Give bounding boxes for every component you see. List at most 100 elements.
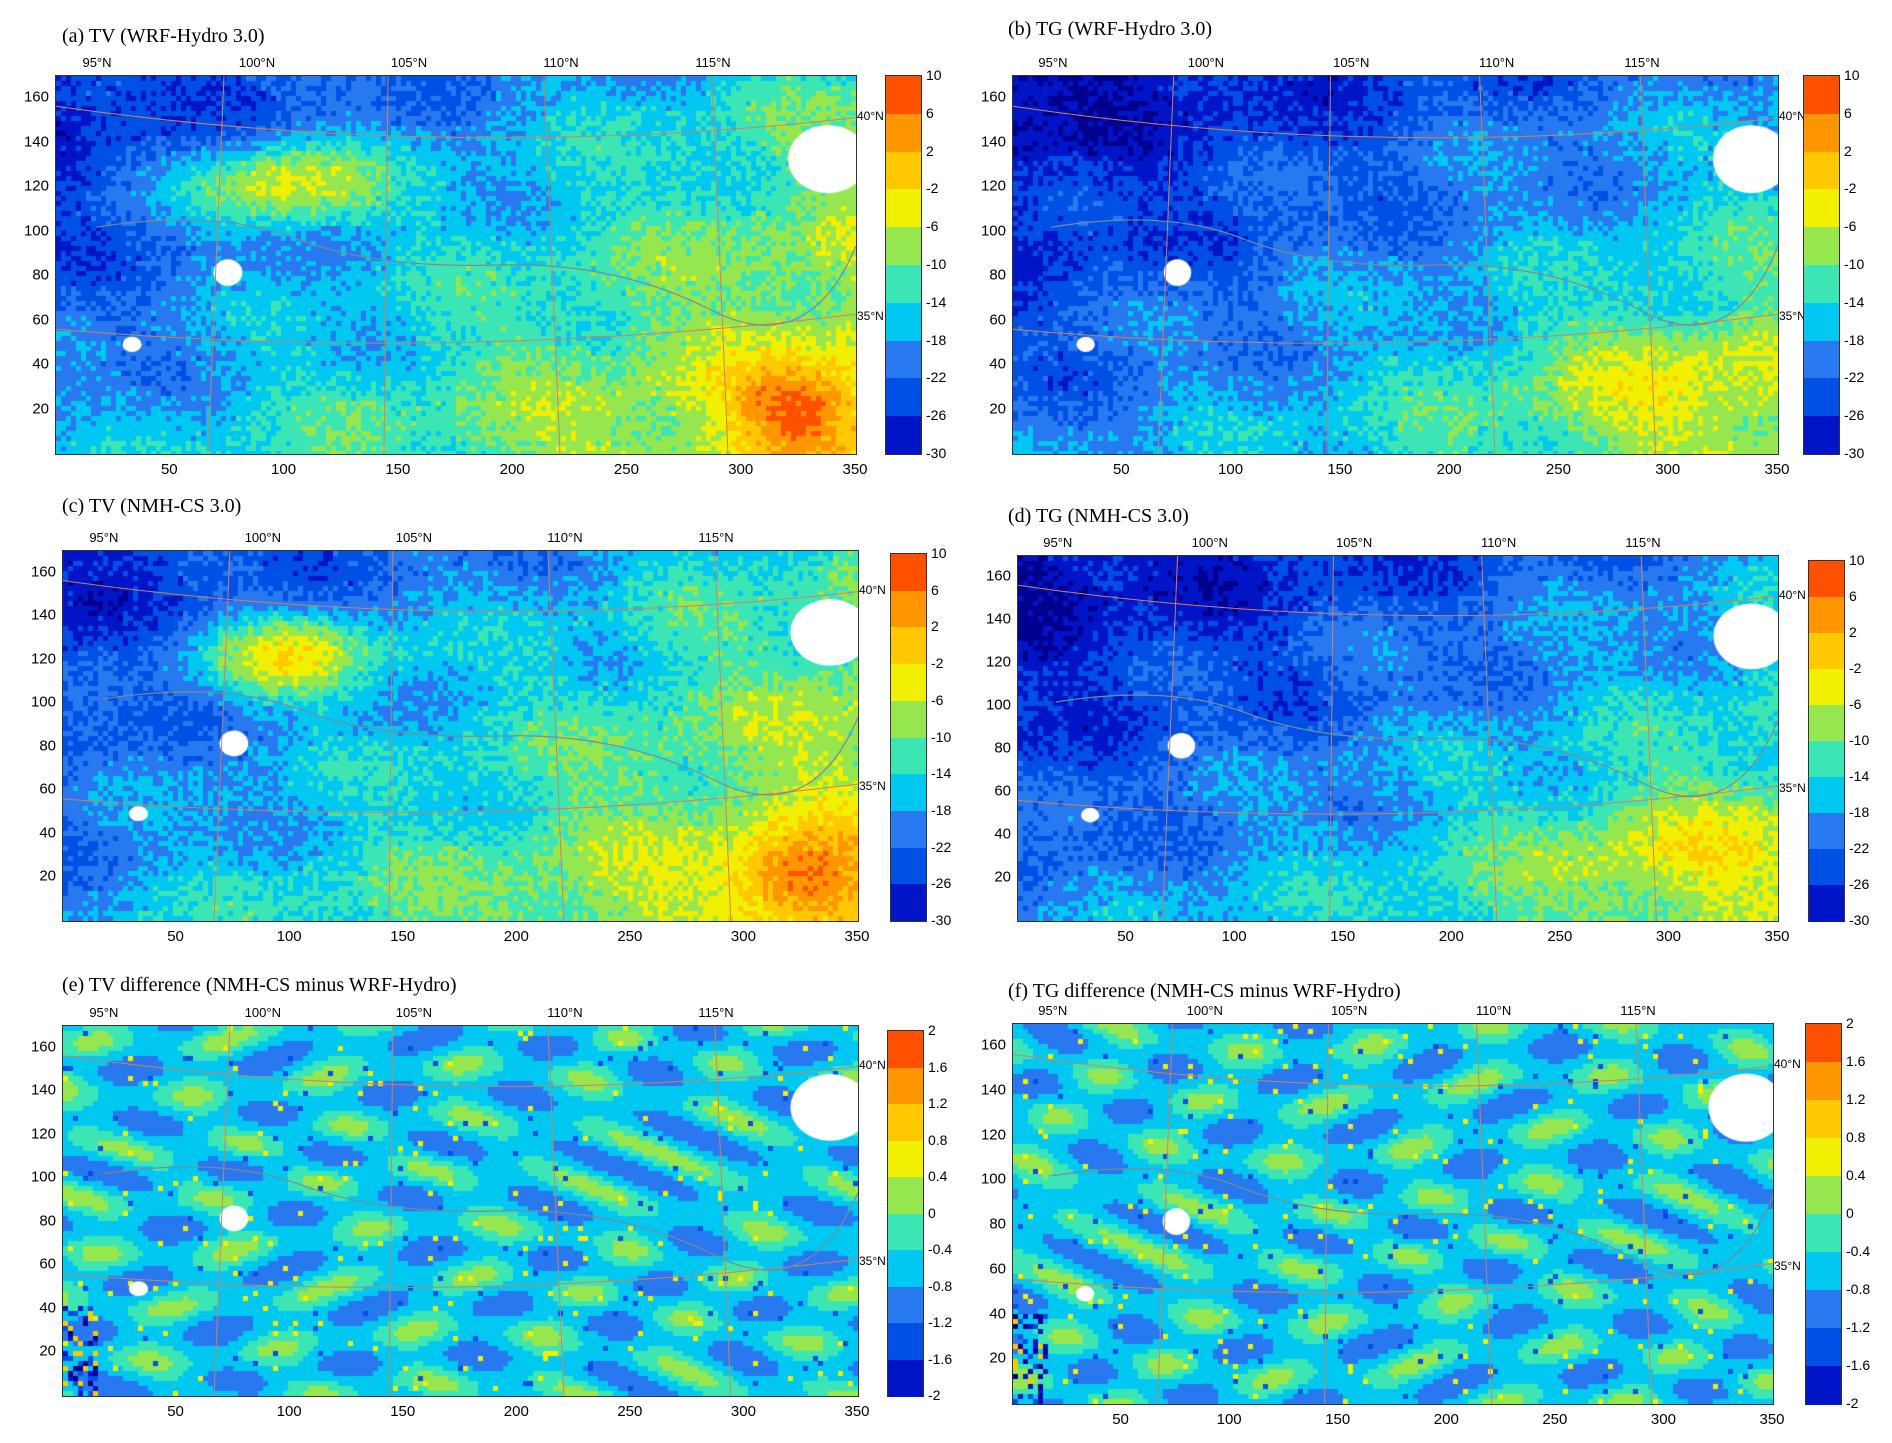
x-tick-label: 350: [1759, 1411, 1785, 1428]
x-tick-label: 100: [1218, 461, 1244, 478]
y-tick-label: 20: [32, 400, 49, 418]
x-tick-label: 250: [613, 461, 639, 478]
x-tick-label: 100: [276, 1403, 302, 1420]
colorbar: [1803, 75, 1840, 455]
y-tick-label: 40: [39, 1299, 56, 1317]
lon-label: 105°N: [395, 530, 433, 545]
y-tick-label: 20: [39, 1342, 56, 1360]
colorbar-tick-label: 2: [1846, 1015, 1854, 1031]
x-tick-label: 300: [1650, 1411, 1676, 1428]
colorbar-tick-label: -2: [1849, 660, 1862, 676]
colorbar-segment: [886, 416, 921, 455]
colorbar-tick-label: 6: [926, 104, 934, 121]
y-tick-label: 140: [980, 133, 1006, 151]
y-tick-label: 120: [985, 653, 1011, 671]
x-tick-label: 150: [1325, 1411, 1351, 1428]
meridian-line: [1329, 556, 1334, 921]
river-boundary: [102, 1166, 858, 1271]
colorbar-segment: [888, 1031, 923, 1068]
y-tick-label: 160: [30, 1038, 56, 1056]
colorbar-segment: [1804, 416, 1839, 455]
lon-label: 95°N: [1038, 1003, 1068, 1018]
river-boundary: [102, 691, 858, 796]
lon-label: 110°N: [543, 55, 579, 70]
parallel-line: [63, 1055, 858, 1087]
meridian-line: [1161, 556, 1179, 921]
panel-title: (c) TV (NMH-CS 3.0): [62, 495, 242, 517]
x-tick-label: 200: [1438, 928, 1464, 945]
parallel-line: [1018, 584, 1778, 617]
meridian-line: [213, 551, 231, 921]
map-graticule: [56, 76, 856, 454]
lon-label: 100°N: [1191, 535, 1228, 550]
meridian-line: [1156, 1024, 1174, 1404]
y-tick-label: 80: [39, 1212, 56, 1230]
x-tick-label: 200: [503, 1403, 529, 1420]
colorbar-tick-label: -30: [926, 445, 947, 461]
lat-label: 40°N: [1774, 1057, 1801, 1072]
colorbar-segment: [1806, 1290, 1841, 1329]
river-boundary: [1050, 1168, 1773, 1275]
lon-label: 95°N: [1038, 55, 1068, 70]
colorbar-segment: [1809, 669, 1844, 706]
colorbar-tick-label: -2: [1844, 180, 1857, 197]
colorbar-segment: [886, 378, 921, 417]
parallel-line: [63, 1258, 858, 1289]
y-tick-label: 120: [30, 650, 56, 668]
parallel-line: [1013, 1053, 1773, 1087]
y-tick-label: 20: [994, 868, 1011, 886]
colorbar-segment: [1806, 1024, 1841, 1063]
panel-title: (d) TG (NMH-CS 3.0): [1008, 505, 1189, 527]
x-tick-label: 100: [276, 928, 302, 945]
x-tick-label: 350: [844, 928, 870, 945]
colorbar-segment: [888, 1286, 923, 1324]
colorbar-tick-label: -22: [1849, 840, 1870, 856]
colorbar-tick-label: 6: [1849, 588, 1857, 604]
colorbar: [890, 553, 927, 922]
colorbar-segment: [1809, 705, 1844, 742]
colorbar-tick-label: 10: [1844, 67, 1860, 83]
panel-title: (b) TG (WRF-Hydro 3.0): [1008, 18, 1213, 40]
colorbar: [887, 1030, 924, 1397]
colorbar-segment: [886, 227, 921, 266]
heatmap-plot: [1017, 555, 1779, 922]
colorbar-segment: [1806, 1138, 1841, 1177]
lon-label: 105°N: [1333, 55, 1370, 70]
colorbar-tick-label: -10: [1844, 256, 1865, 272]
colorbar-segment: [891, 554, 926, 592]
lat-label: 40°N: [859, 1058, 886, 1073]
colorbar-segment: [1804, 340, 1839, 379]
colorbar-segment: [1809, 561, 1844, 598]
lon-label: 100°N: [1187, 55, 1225, 70]
x-tick-label: 150: [1330, 928, 1356, 945]
x-tick-label: 250: [617, 928, 643, 945]
meridian-line: [1639, 76, 1657, 454]
lon-label: 115°N: [698, 1005, 734, 1020]
colorbar-segment: [888, 1067, 923, 1105]
colorbar-tick-label: 6: [1844, 104, 1852, 121]
colorbar: [1805, 1023, 1842, 1405]
colorbar-segment: [886, 76, 921, 115]
colorbar-tick-label: 1.2: [1846, 1091, 1866, 1107]
y-tick-label: 40: [989, 1305, 1006, 1323]
lon-label: 95°N: [1043, 535, 1073, 550]
map-graticule: [1013, 76, 1778, 454]
colorbar-segment: [1809, 777, 1844, 814]
colorbar-tick-label: 10: [926, 67, 942, 83]
x-tick-label: 350: [1764, 928, 1790, 945]
map-graticule: [63, 1026, 858, 1396]
y-tick-label: 100: [980, 1170, 1006, 1188]
colorbar-segment: [1804, 227, 1839, 266]
colorbar-tick-label: -2: [926, 180, 939, 197]
panel-title: (e) TV difference (NMH-CS minus WRF-Hydr…: [62, 974, 457, 996]
x-tick-label: 50: [1117, 928, 1134, 945]
colorbar-tick-label: -22: [1844, 369, 1865, 386]
x-tick-label: 300: [1655, 928, 1681, 945]
meridian-line: [1476, 1024, 1493, 1404]
x-tick-label: 150: [385, 461, 411, 478]
colorbar-segment: [891, 664, 926, 702]
colorbar-tick-label: -6: [1849, 696, 1862, 712]
colorbar-segment: [886, 189, 921, 228]
colorbar-tick-label: -26: [926, 407, 947, 424]
colorbar-tick-label: -18: [1849, 804, 1870, 820]
